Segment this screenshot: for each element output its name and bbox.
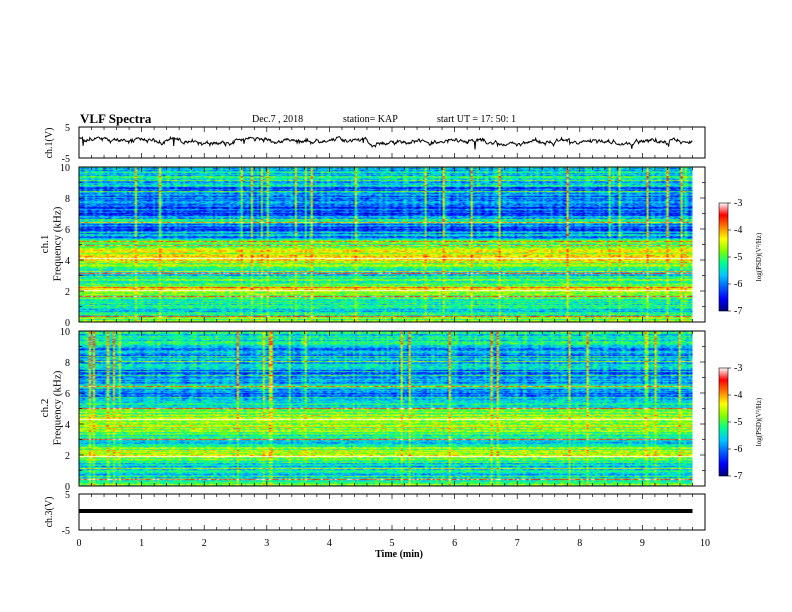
station-label: station= KAP bbox=[343, 114, 398, 125]
colorbar-tick-label: -4 bbox=[734, 390, 742, 401]
time-tick-label: 1 bbox=[139, 538, 144, 549]
ch1-ftick-10: 10 bbox=[60, 163, 70, 174]
colorbar-tick-label: -6 bbox=[734, 279, 742, 290]
time-axis-label: Time (min) bbox=[375, 549, 423, 560]
ch2-colorbar-gradient bbox=[718, 367, 729, 477]
ch2-ftick-4: 4 bbox=[65, 420, 70, 431]
ch1-colorbar-ticks: -3 -4 -5 -6 -7 bbox=[728, 198, 742, 317]
colorbar-tick-label: -6 bbox=[734, 444, 742, 455]
colorbar-tick-label: -7 bbox=[734, 306, 742, 317]
ch3-ytick-top: 5 bbox=[65, 490, 70, 501]
ch1-spectrogram-panel: ch.1Frequency (kHz) 0 2 4 6 8 10 bbox=[39, 163, 706, 329]
ch2-ftick-0: 0 bbox=[65, 482, 70, 493]
ch1-waveform-panel: ch.1(V) 5 -5 bbox=[44, 123, 706, 165]
time-tick-label: 6 bbox=[452, 538, 457, 549]
ch2-colorbar: -3 -4 -5 -6 -7 log(PSD)(V²/Hz) bbox=[718, 363, 763, 482]
ch3-waveform-panel: ch.3(V) 5 -5 0 1 2 3 4 5 6 7 8 9 10 Time (min) bbox=[44, 490, 710, 560]
colorbar-tick-label: -3 bbox=[734, 363, 742, 374]
time-tick-label: 4 bbox=[327, 538, 332, 549]
ch2-colorbar-label: log(PSD)(V²/Hz) bbox=[755, 397, 763, 446]
ch3-ytick-bottom: -5 bbox=[62, 526, 70, 537]
time-tick-label: 10 bbox=[700, 538, 710, 549]
colorbar-tick-label: -7 bbox=[734, 471, 742, 482]
time-tick-label: 0 bbox=[77, 538, 82, 549]
date-label: Dec.7 , 2018 bbox=[252, 114, 303, 125]
time-tick-label: 3 bbox=[264, 538, 269, 549]
ch1-ftick-4: 4 bbox=[65, 256, 70, 267]
ch1-ytick-top: 5 bbox=[65, 123, 70, 134]
ch1-colorbar-gradient bbox=[718, 202, 729, 312]
ch1-colorbar-label: log(PSD)(V²/Hz) bbox=[755, 232, 763, 281]
colorbar-tick-label: -5 bbox=[734, 417, 742, 428]
ch1-time-ticks bbox=[78, 127, 706, 158]
ch3-time-ticks bbox=[78, 494, 706, 530]
ch1-volt-axis-label: ch.1(V) bbox=[44, 128, 55, 159]
figure-title: VLF Spectra bbox=[80, 111, 152, 126]
colorbar-tick-label: -4 bbox=[734, 225, 742, 236]
colorbar-tick-label: -3 bbox=[734, 198, 742, 209]
time-tick-label: 5 bbox=[390, 538, 395, 549]
ch2-ftick-8: 8 bbox=[65, 358, 70, 369]
ch1-ftick-0: 0 bbox=[65, 318, 70, 329]
ch2-spectrogram-image bbox=[79, 331, 693, 486]
ch1-spectrogram-image bbox=[79, 167, 693, 322]
time-tick-label: 8 bbox=[577, 538, 582, 549]
ch1-ftick-8: 8 bbox=[65, 194, 70, 205]
ch1-waveform-trace bbox=[78, 135, 693, 150]
ch2-ftick-2: 2 bbox=[65, 451, 70, 462]
ch1-channel-label: ch.1Frequency (kHz) bbox=[39, 206, 64, 281]
start-time-label: start UT = 17: 50: 1 bbox=[437, 114, 516, 125]
ch1-ytick-bottom: -5 bbox=[62, 154, 70, 165]
time-tick-label: 7 bbox=[515, 538, 520, 549]
ch3-volt-axis-label: ch.3(V) bbox=[44, 497, 55, 528]
colorbar-tick-label: -5 bbox=[734, 252, 742, 263]
ch2-channel-label: ch.2Frequency (kHz) bbox=[39, 370, 64, 445]
ch2-ftick-10: 10 bbox=[60, 327, 70, 338]
ch2-spectrogram-panel: ch.2Frequency (kHz) 0 2 4 6 8 10 bbox=[39, 327, 706, 493]
time-axis-tick-labels: 0 1 2 3 4 5 6 7 8 9 10 bbox=[77, 538, 711, 549]
time-tick-label: 9 bbox=[640, 538, 645, 549]
ch1-ftick-6: 6 bbox=[65, 225, 70, 236]
time-tick-label: 2 bbox=[202, 538, 207, 549]
ch1-spectrogram-ticks bbox=[78, 166, 706, 323]
ch2-spectrogram-ticks bbox=[78, 330, 706, 487]
ch1-colorbar: -3 -4 -5 -6 -7 log(PSD)(V²/Hz) bbox=[718, 198, 763, 317]
ch2-ftick-6: 6 bbox=[65, 389, 70, 400]
ch2-colorbar-ticks: -3 -4 -5 -6 -7 bbox=[728, 363, 742, 482]
ch1-ftick-2: 2 bbox=[65, 287, 70, 298]
